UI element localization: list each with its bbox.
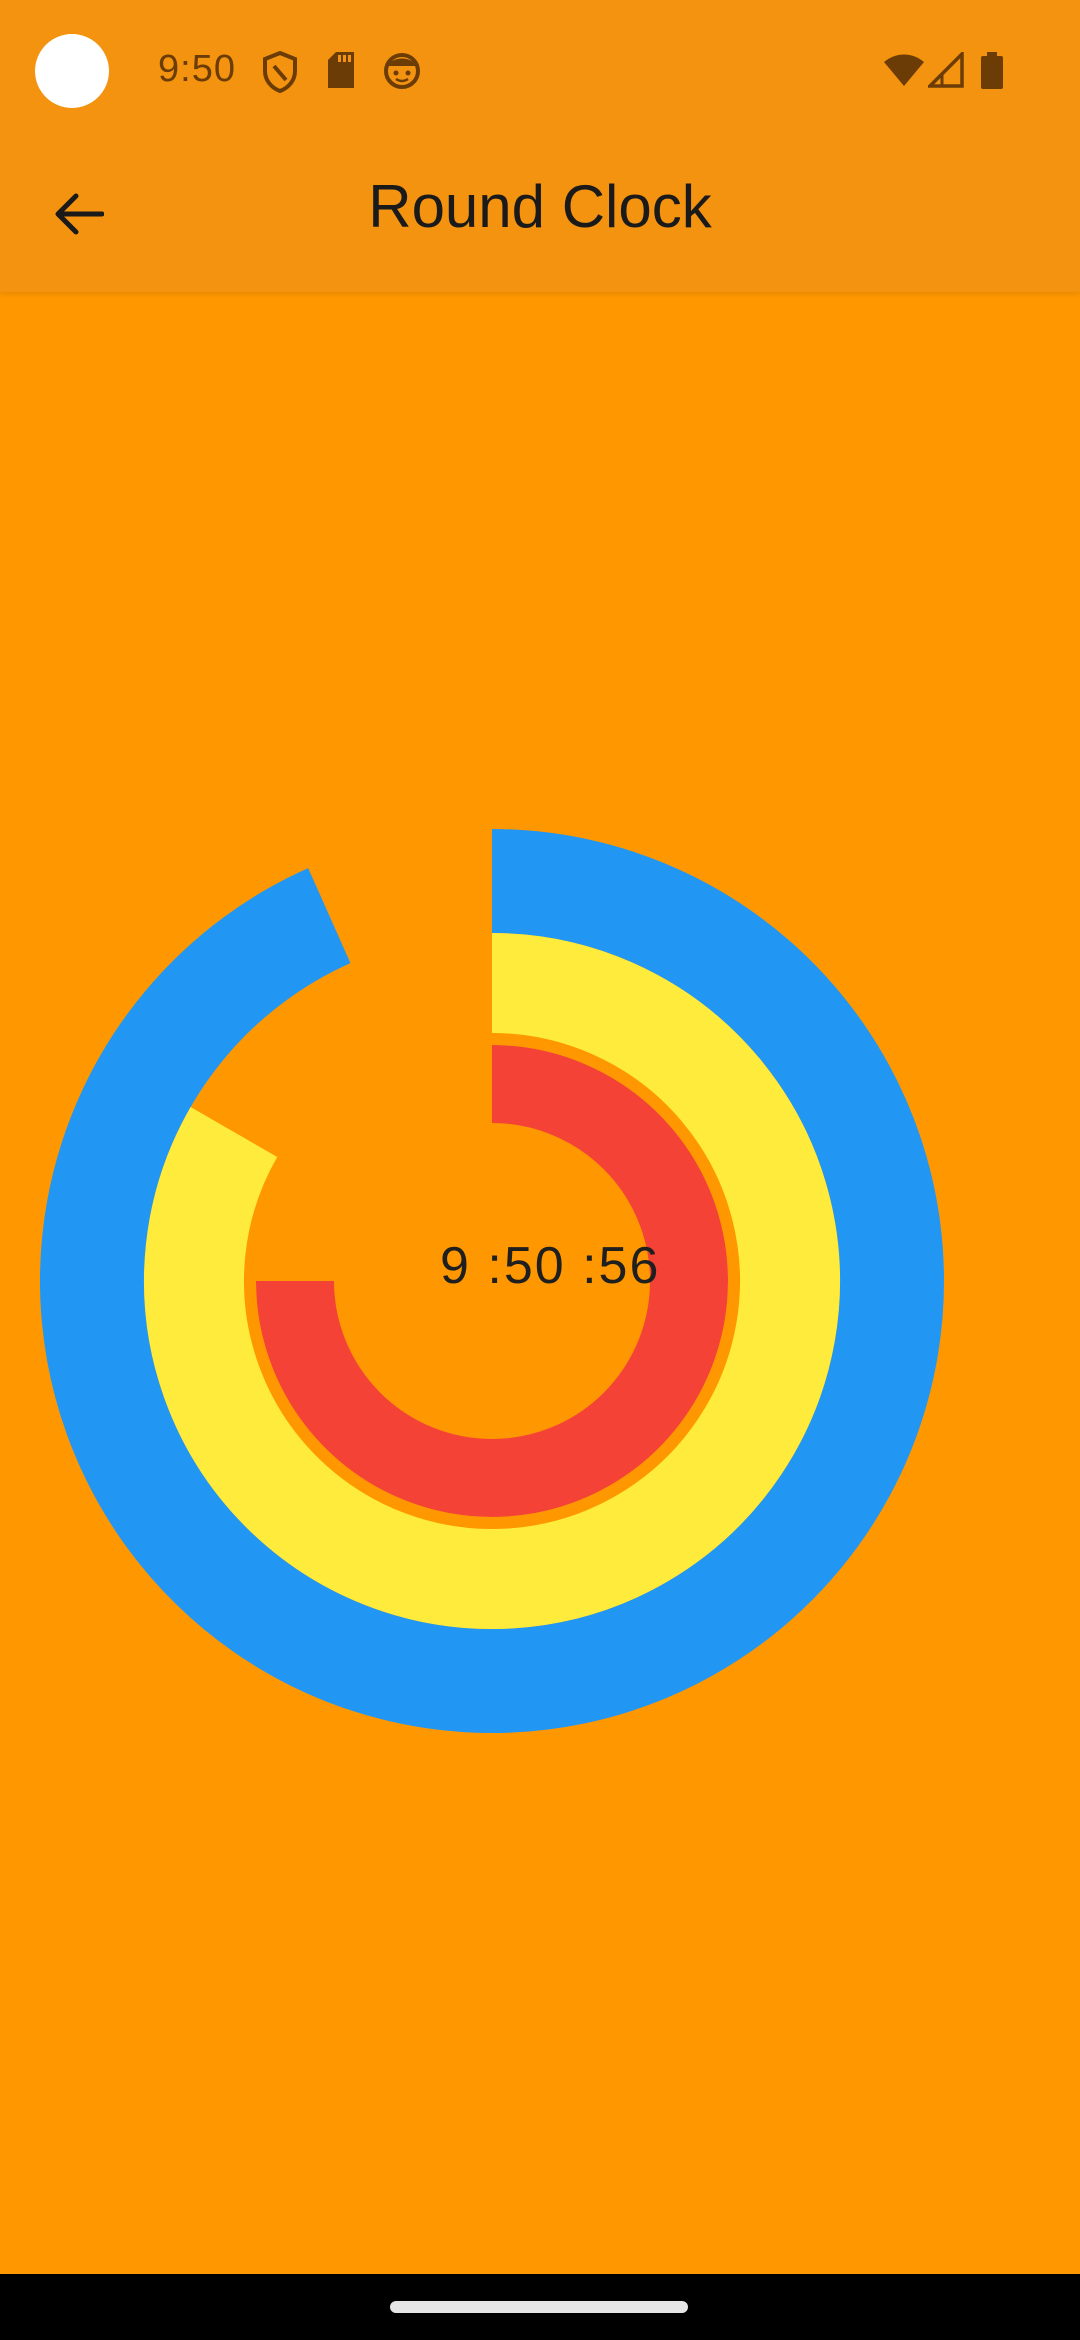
status-bar: 9:50 [0,0,1080,142]
battery-icon [980,52,1004,95]
shield-icon [262,50,298,99]
page-title: Round Clock [0,172,1080,241]
face-icon [382,50,422,95]
wifi-icon [882,52,926,93]
clock-time-text: 9 :50 :56 [440,1236,660,1296]
signal-icon [928,52,964,93]
sd-card-icon [326,50,356,95]
home-handle[interactable] [390,2301,688,2313]
status-time: 9:50 [158,48,236,91]
app-bar: Round Clock [0,142,1080,292]
camera-cutout [35,34,109,108]
